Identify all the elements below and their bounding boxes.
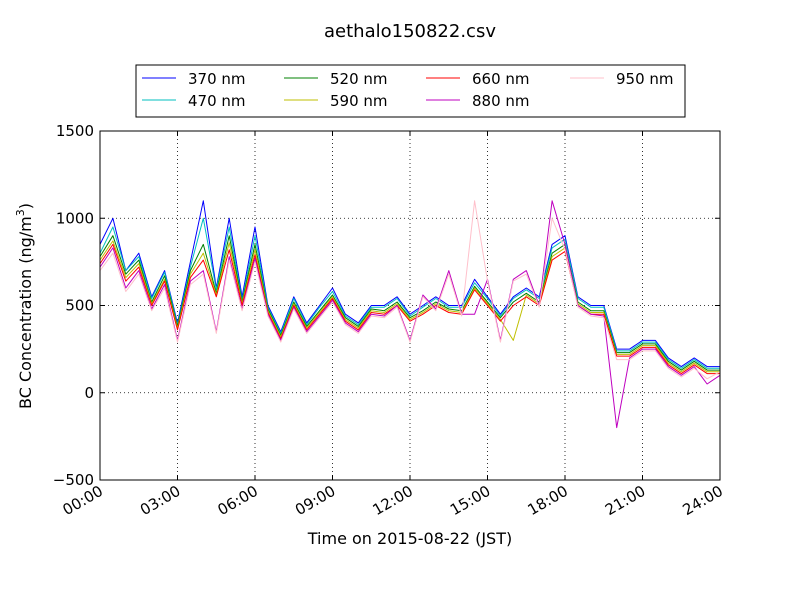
legend: 370 nm 470 nm 520 nm 590 nm 660 nm 880 nm 950 … — [135, 64, 686, 118]
plot-area — [99, 131, 721, 480]
y-tick-label: 500 — [65, 297, 94, 315]
series-line-520-nm — [99, 235, 720, 371]
y-axis-label-superscript: 3 — [14, 209, 27, 216]
legend-label: 590 nm — [330, 92, 388, 110]
series-line-590-nm — [99, 240, 720, 373]
y-tick-label: 1500 — [56, 122, 94, 140]
series-line-370-nm — [99, 200, 720, 368]
legend-label: 880 nm — [472, 92, 530, 110]
legend-label: 520 nm — [330, 70, 388, 88]
legend-label: 470 nm — [188, 92, 246, 110]
series-line-660-nm — [99, 243, 720, 375]
x-axis-label: Time on 2015-08-22 (JST) — [307, 529, 512, 548]
y-axis-label-close: ) — [16, 203, 35, 209]
series-line-950-nm — [99, 200, 721, 380]
y-tick-label: 1000 — [56, 209, 94, 227]
legend-box — [135, 64, 686, 118]
legend-label: 660 nm — [472, 70, 530, 88]
legend-label: 950 nm — [616, 70, 674, 88]
y-tick-label: 0 — [84, 384, 94, 402]
y-tick-label: −500 — [53, 471, 94, 489]
chart-title: aethalo150822.csv — [324, 21, 496, 42]
y-axis-label: BC Concentration (ng/m3) — [14, 203, 35, 409]
legend-label: 370 nm — [188, 70, 246, 88]
y-axis-label-main: BC Concentration (ng/m — [16, 216, 35, 409]
series-line-470-nm — [99, 217, 720, 369]
